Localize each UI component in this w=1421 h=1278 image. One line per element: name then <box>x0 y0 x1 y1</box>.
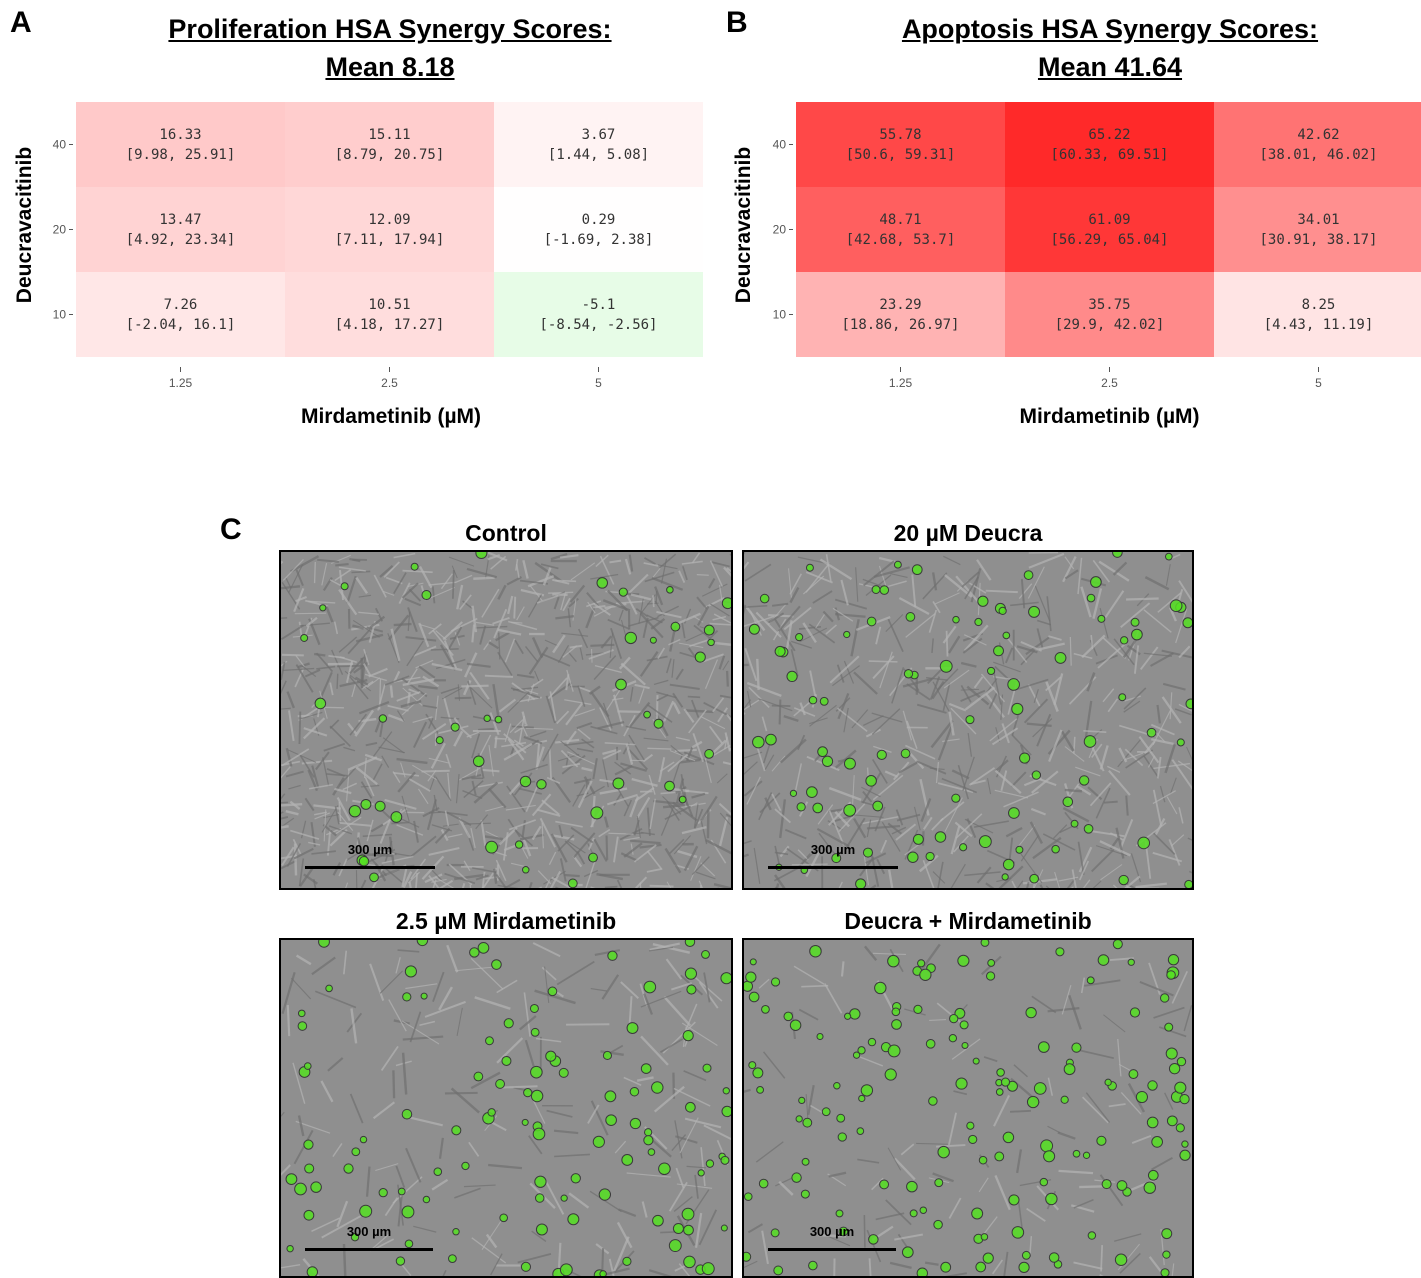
heatmap-cell <box>796 272 1005 357</box>
cell-value-label: 13.47 <box>159 212 201 228</box>
cell-ci-label: [42.68, 53.7] <box>846 232 956 248</box>
cell-value-label: 65.22 <box>1088 127 1130 143</box>
x-tick-label: 2.5 <box>381 376 398 390</box>
cell-value-label: 61.09 <box>1088 212 1130 228</box>
heatmap-cell <box>76 272 285 357</box>
cell-value-label: 35.75 <box>1088 297 1130 313</box>
panel-letter-b: B <box>726 6 748 40</box>
cell-ci-label: [-8.54, -2.56] <box>539 317 657 333</box>
x-tick-label: 1.25 <box>169 376 193 390</box>
heatmap-b: 55.78 [50.6, 59.31] 65.22 [60.33, 69.51] 42.… <box>720 95 1420 395</box>
y-tick-label: 20 <box>53 223 67 237</box>
cell-value-label: 55.78 <box>879 127 921 143</box>
micrograph-mirdametinib: 300 µm <box>279 938 733 1278</box>
chart-b-subtitle: Mean 41.64 <box>800 48 1420 86</box>
micrograph-title-mirdametinib: 2.5 µM Mirdametinib <box>279 908 733 935</box>
chart-a-title: Proliferation HSA Synergy Scores: <box>80 10 700 48</box>
cell-ci-label: [1.44, 5.08] <box>548 147 649 163</box>
cell-value-label: 48.71 <box>879 212 921 228</box>
chart-b-ylabel: Deucravacitinib <box>732 115 756 335</box>
cell-ci-label: [-1.69, 2.38] <box>544 232 654 248</box>
y-tick-label: 40 <box>53 138 67 152</box>
scale-bar-label: 300 µm <box>768 842 898 857</box>
cell-ci-label: [-2.04, 16.1] <box>126 317 236 333</box>
x-tick-label: 2.5 <box>1101 376 1118 390</box>
heatmap-cell <box>494 102 703 187</box>
cell-value-label: 23.29 <box>879 297 921 313</box>
cell-ci-label: [4.18, 17.27] <box>335 317 445 333</box>
cell-ci-label: [29.9, 42.02] <box>1055 317 1165 333</box>
heatmap-cell <box>285 187 494 272</box>
cell-value-label: 34.01 <box>1297 212 1339 228</box>
cell-value-label: 10.51 <box>368 297 410 313</box>
micrograph-title-control: Control <box>279 520 733 547</box>
x-tick-label: 1.25 <box>889 376 913 390</box>
cell-value-label: 0.29 <box>582 212 616 228</box>
heatmap-cell <box>1214 272 1421 357</box>
cell-value-label: -5.1 <box>582 297 616 313</box>
y-tick-label: 10 <box>773 308 787 322</box>
cell-ci-label: [30.91, 38.17] <box>1259 232 1377 248</box>
y-tick-label: 20 <box>773 223 787 237</box>
heatmap-cell <box>1214 187 1421 272</box>
cell-value-label: 16.33 <box>159 127 201 143</box>
heatmap-cell <box>1005 102 1214 187</box>
cell-value-label: 7.26 <box>164 297 198 313</box>
heatmap-cell <box>1214 102 1421 187</box>
micrograph-texture <box>281 552 731 888</box>
scale-bar <box>305 1248 433 1251</box>
cell-value-label: 42.62 <box>1297 127 1339 143</box>
cell-ci-label: [9.98, 25.91] <box>126 147 236 163</box>
x-tick-label: 5 <box>1315 376 1322 390</box>
micrograph-control: 300 µm <box>279 550 733 890</box>
heatmap-cell <box>285 272 494 357</box>
scale-bar <box>305 866 435 869</box>
heatmap-cell <box>1005 272 1214 357</box>
y-tick-label: 10 <box>53 308 67 322</box>
scale-bar-label: 300 µm <box>305 1224 433 1239</box>
chart-a-subtitle: Mean 8.18 <box>80 48 700 86</box>
y-tick-label: 40 <box>773 138 787 152</box>
cell-ci-label: [60.33, 69.51] <box>1050 147 1168 163</box>
scale-bar-label: 300 µm <box>768 1224 896 1239</box>
chart-a-xlabel: Mirdametinib (µM) <box>76 405 706 429</box>
heatmap-cell <box>494 272 703 357</box>
heatmap-cell <box>494 187 703 272</box>
cell-ci-label: [8.79, 20.75] <box>335 147 445 163</box>
cell-ci-label: [38.01, 46.02] <box>1259 147 1377 163</box>
heatmap-a: 16.33 [9.98, 25.91] 15.11 [8.79, 20.75] 3.67… <box>0 95 700 395</box>
cell-ci-label: [56.29, 65.04] <box>1050 232 1168 248</box>
heatmap-cell <box>285 102 494 187</box>
heatmap-cell <box>796 187 1005 272</box>
cell-ci-label: [7.11, 17.94] <box>335 232 445 248</box>
heatmap-cell <box>796 102 1005 187</box>
scale-bar <box>768 1248 896 1251</box>
cell-ci-label: [18.86, 26.97] <box>841 317 959 333</box>
heatmap-cell <box>1005 187 1214 272</box>
cell-value-label: 15.11 <box>368 127 410 143</box>
cell-ci-label: [50.6, 59.31] <box>846 147 956 163</box>
micrograph-combination: 300 µm <box>742 938 1194 1278</box>
micrograph-deucra: 300 µm <box>742 550 1194 890</box>
cell-value-label: 8.25 <box>1302 297 1336 313</box>
scale-bar-label: 300 µm <box>305 842 435 857</box>
panel-letter-c: C <box>220 513 242 547</box>
scale-bar <box>768 866 898 869</box>
heatmap-cell <box>76 102 285 187</box>
chart-a-ylabel: Deucravacitinib <box>13 115 37 335</box>
cell-value-label: 3.67 <box>582 127 616 143</box>
x-tick-label: 5 <box>595 376 602 390</box>
panel-letter-a: A <box>10 6 32 40</box>
cell-ci-label: [4.92, 23.34] <box>126 232 236 248</box>
cell-value-label: 12.09 <box>368 212 410 228</box>
cell-ci-label: [4.43, 11.19] <box>1264 317 1374 333</box>
micrograph-title-deucra: 20 µM Deucra <box>742 520 1194 547</box>
chart-b-title: Apoptosis HSA Synergy Scores: <box>800 10 1420 48</box>
heatmap-cell <box>76 187 285 272</box>
micrograph-texture <box>744 552 1192 888</box>
micrograph-title-combination: Deucra + Mirdametinib <box>742 908 1194 935</box>
chart-b-xlabel: Mirdametinib (µM) <box>797 405 1421 429</box>
